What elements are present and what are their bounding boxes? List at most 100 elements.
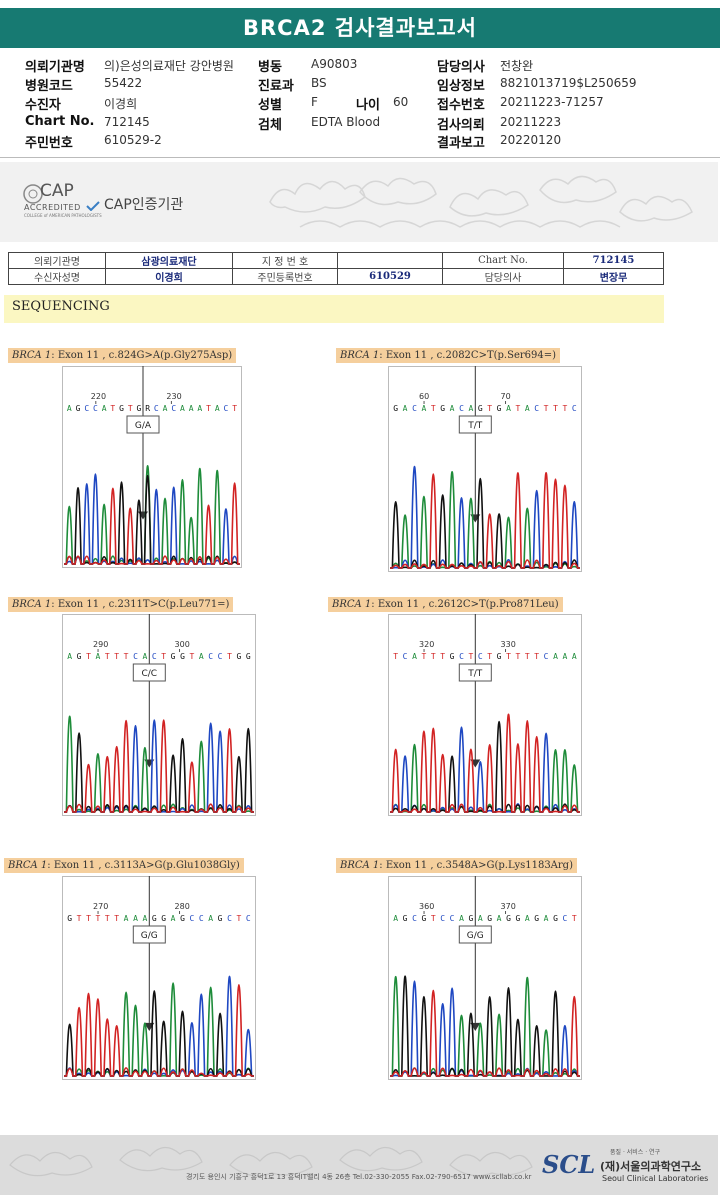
trace-t — [64, 482, 240, 565]
base-call: A — [421, 404, 426, 413]
receipt-no-value: 20211223-71257 — [500, 95, 604, 109]
position-tick-label: 370 — [501, 902, 516, 911]
genotype-box — [458, 663, 492, 682]
base-call: T — [114, 914, 119, 923]
report-title: BRCA2 검사결과보고서 — [0, 8, 720, 48]
genotype-label: G/G — [141, 931, 158, 941]
chromatogram: 60 70 G A C A T G A C A G T G A T A C T T T C T/T — [388, 366, 582, 572]
variant-detail: : Exon 11 , c.3113A>G(p.Glu1038Gly) — [47, 860, 240, 871]
position-tick-label: 280 — [175, 902, 190, 911]
patient-name-label: 수진자 — [25, 98, 61, 113]
trace-t — [390, 472, 580, 569]
hospital-name-label: 의뢰기관명 — [25, 60, 85, 75]
table-value — [337, 252, 443, 269]
base-call: A — [189, 404, 194, 413]
table-value: 변장무 — [563, 268, 664, 285]
base-call: T — [431, 652, 436, 661]
base-call: G — [497, 404, 502, 413]
base-call: C — [199, 914, 204, 923]
clinical-info-label: 임상정보 — [437, 79, 485, 94]
base-call: G — [450, 652, 455, 661]
variant-label: BRCA 1: Exon 11 , c.2612C>T(p.Pro871Leu) — [328, 597, 563, 612]
base-call: A — [459, 914, 464, 923]
base-call: A — [393, 914, 398, 923]
footer-address: 경기도 용인시 기흥구 흥덕1로 13 흥덕IT밸리 4동 26층 Tel.02… — [186, 1173, 532, 1181]
base-call: T — [105, 914, 110, 923]
position-tick-label: 290 — [93, 640, 108, 649]
base-call: A — [133, 914, 138, 923]
base-call: G — [152, 914, 157, 923]
base-call: C — [459, 652, 464, 661]
genotype-label: C/C — [141, 669, 157, 679]
base-call: T — [487, 404, 492, 413]
base-call: A — [180, 404, 185, 413]
base-call: C — [412, 404, 417, 413]
base-call: T — [487, 652, 492, 661]
recipient-info-table: 의뢰기관명 삼광의료재단 지 정 번 호 Chart No. 712145 수신… — [8, 252, 664, 285]
base-call: T — [86, 914, 91, 923]
base-call: A — [208, 914, 213, 923]
base-call: C — [572, 404, 577, 413]
footer — [0, 1135, 718, 1195]
position-tick-label: 70 — [501, 392, 511, 401]
base-call: G — [534, 914, 539, 923]
chart-no-label: Chart No. — [25, 114, 95, 129]
cap-band — [0, 162, 718, 242]
base-call: A — [142, 914, 147, 923]
base-call: A — [197, 404, 202, 413]
base-call: T — [110, 404, 115, 413]
base-call: T — [515, 652, 520, 661]
checkmark-icon — [86, 201, 100, 211]
base-call: T — [431, 404, 436, 413]
base-call: A — [403, 404, 408, 413]
base-call: C — [459, 404, 464, 413]
base-call: T — [515, 404, 520, 413]
base-call: G — [468, 914, 473, 923]
base-call: T — [227, 652, 232, 661]
trace-t — [390, 713, 580, 813]
base-call: G — [440, 404, 445, 413]
base-call: T — [534, 652, 539, 661]
base-call: A — [506, 404, 511, 413]
genotype-label: G/A — [135, 421, 152, 431]
table-value: 삼광의료재단 — [105, 252, 233, 269]
base-call: C — [189, 914, 194, 923]
table-value: 이경희 — [105, 268, 233, 285]
patient-name-value: 이경희 — [104, 97, 138, 111]
base-call: G — [67, 914, 72, 923]
base-call: A — [562, 652, 567, 661]
base-call: A — [450, 404, 455, 413]
base-call: A — [525, 404, 530, 413]
table-row: 의뢰기관명 삼광의료재단 지 정 번 호 Chart No. 712145 — [8, 252, 664, 269]
scl-tagline: 품질 · 서비스 · 연구 — [610, 1149, 661, 1156]
base-call: C — [93, 404, 98, 413]
scl-name-korean: (재)서울의과학연구소 — [600, 1160, 702, 1173]
footer-pattern — [9, 1146, 533, 1177]
base-call: C — [478, 652, 483, 661]
base-call: G — [497, 652, 502, 661]
trace-g — [64, 990, 254, 1077]
base-call: R — [145, 404, 150, 413]
department-label: 진료과 — [258, 79, 294, 94]
base-call: T — [562, 404, 567, 413]
position-tick-label: 300 — [175, 640, 190, 649]
base-call: C — [403, 652, 408, 661]
clinical-info-value: 8821013719$L250659 — [500, 76, 637, 90]
chromatogram-svg: 60 70G A C A T G A C A G T G A T A C T T T CT/T — [388, 366, 582, 572]
base-call: T — [506, 652, 511, 661]
base-call: T — [468, 652, 473, 661]
variant-detail: : Exon 11 , c.2612C>T(p.Pro871Leu) — [371, 599, 559, 610]
trace-g — [390, 975, 580, 1077]
position-tick-label: 320 — [419, 640, 434, 649]
base-call: G — [171, 652, 176, 661]
base-call: T — [105, 652, 110, 661]
trace-t — [64, 984, 254, 1077]
trace-t — [64, 719, 254, 813]
base-call: T — [572, 914, 577, 923]
chromatogram: 320 330 T C A T T T G C T C T G T T T T C A A A T/T — [388, 614, 582, 816]
cloud-pattern — [269, 175, 693, 228]
base-call: A — [95, 652, 100, 661]
base-call: A — [67, 404, 72, 413]
